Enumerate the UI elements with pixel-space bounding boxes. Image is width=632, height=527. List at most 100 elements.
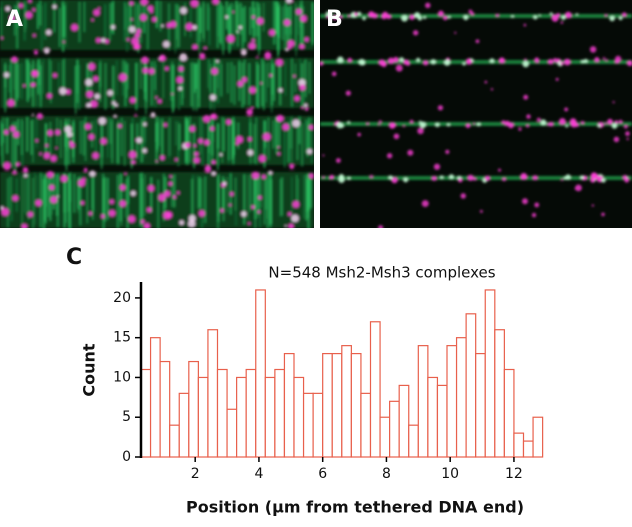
dna-streak [69, 179, 71, 228]
protein-spot [149, 9, 154, 14]
protein-spot [43, 152, 51, 159]
dna-streak [153, 61, 156, 90]
dna-streak [297, 178, 299, 208]
dna-streak [182, 65, 185, 99]
dna-streak [4, 64, 6, 113]
protein-spot [625, 131, 630, 137]
dna-streak [127, 2, 129, 37]
dna-streak [112, 0, 114, 35]
dna-streak [228, 7, 230, 54]
bar [369, 321, 381, 458]
protein-spot [100, 37, 106, 43]
dna-streak [273, 63, 275, 101]
protein-spot [92, 75, 99, 82]
x-tick-label: 4 [254, 466, 263, 482]
dna-streak [13, 59, 15, 90]
protein-spot [100, 138, 107, 145]
protein-spot [45, 143, 49, 147]
protein-spot [77, 179, 86, 187]
y-tick-label: 0 [122, 449, 131, 465]
dna-streak [201, 178, 203, 228]
protein-spot [258, 154, 266, 163]
protein-spot [84, 123, 92, 130]
dna-streak [269, 174, 271, 226]
dna-streak [299, 58, 301, 89]
dna-streak [131, 118, 134, 155]
dna-streak [267, 62, 270, 88]
dna-streak [101, 118, 103, 158]
protein-spot [306, 148, 313, 155]
dna-streak [189, 116, 191, 163]
dna-streak [37, 3, 39, 29]
dna-streak [116, 60, 118, 96]
protein-spot [28, 0, 32, 3]
protein-spot [536, 117, 541, 122]
protein-spot [33, 50, 39, 55]
protein-spot [580, 121, 585, 125]
dna-streak [230, 2, 233, 46]
protein-spot [193, 157, 200, 164]
dna-streak [161, 118, 164, 159]
dna-streak [140, 1, 142, 43]
protein-spot [275, 58, 284, 67]
dna-streak [278, 117, 281, 148]
protein-spot [574, 123, 579, 128]
dna-streak [248, 63, 251, 106]
dna-streak [141, 172, 143, 218]
protein-spot [479, 210, 483, 213]
protein-spot [215, 59, 219, 63]
protein-spot [204, 165, 212, 173]
dna-streak [25, 178, 28, 216]
dna-streak [305, 174, 308, 221]
protein-spot [412, 30, 419, 36]
dna-streak [63, 58, 65, 88]
protein-spot [401, 14, 408, 22]
dna-streak [104, 177, 106, 222]
dna-streak [186, 118, 189, 165]
protein-spot [378, 120, 382, 123]
bar [417, 345, 429, 458]
protein-spot [128, 150, 137, 159]
protein-spot [163, 122, 168, 127]
protein-spot [299, 43, 305, 50]
dna-streak [156, 116, 159, 153]
dna-streak [209, 59, 211, 92]
protein-spot [614, 55, 622, 63]
dna-streak [179, 59, 181, 90]
dna-streak [222, 5, 224, 55]
bar [522, 440, 534, 458]
protein-spot [11, 56, 18, 63]
protein-spot [322, 175, 325, 179]
dna-streak [174, 3, 177, 54]
bar [188, 360, 199, 458]
dna-streak [196, 175, 199, 209]
protein-spot [362, 16, 366, 21]
dna-streak [307, 178, 309, 212]
protein-spot [211, 160, 216, 165]
dna-streak [68, 118, 70, 165]
protein-spot [386, 14, 392, 20]
protein-spot [439, 175, 444, 179]
protein-spot [134, 32, 140, 39]
dna-streak [40, 172, 42, 228]
dna-streak [170, 64, 172, 101]
protein-spot [185, 23, 193, 31]
dna-streak [155, 116, 158, 142]
protein-spot [193, 144, 197, 148]
protein-spot [136, 137, 143, 144]
bar [379, 416, 391, 458]
protein-spot [3, 72, 10, 78]
protein-spot [165, 211, 173, 219]
dna-streak [7, 178, 9, 228]
protein-spot [546, 123, 550, 126]
protein-spot [166, 22, 172, 28]
bar [436, 384, 448, 458]
dna-streak [291, 176, 293, 228]
protein-spot [31, 113, 34, 116]
dna-streak [250, 178, 252, 208]
protein-spot [409, 119, 414, 124]
x-tick-label: 12 [505, 466, 523, 482]
protein-spot [50, 155, 57, 162]
protein-spot [425, 2, 431, 9]
protein-spot [238, 25, 243, 30]
